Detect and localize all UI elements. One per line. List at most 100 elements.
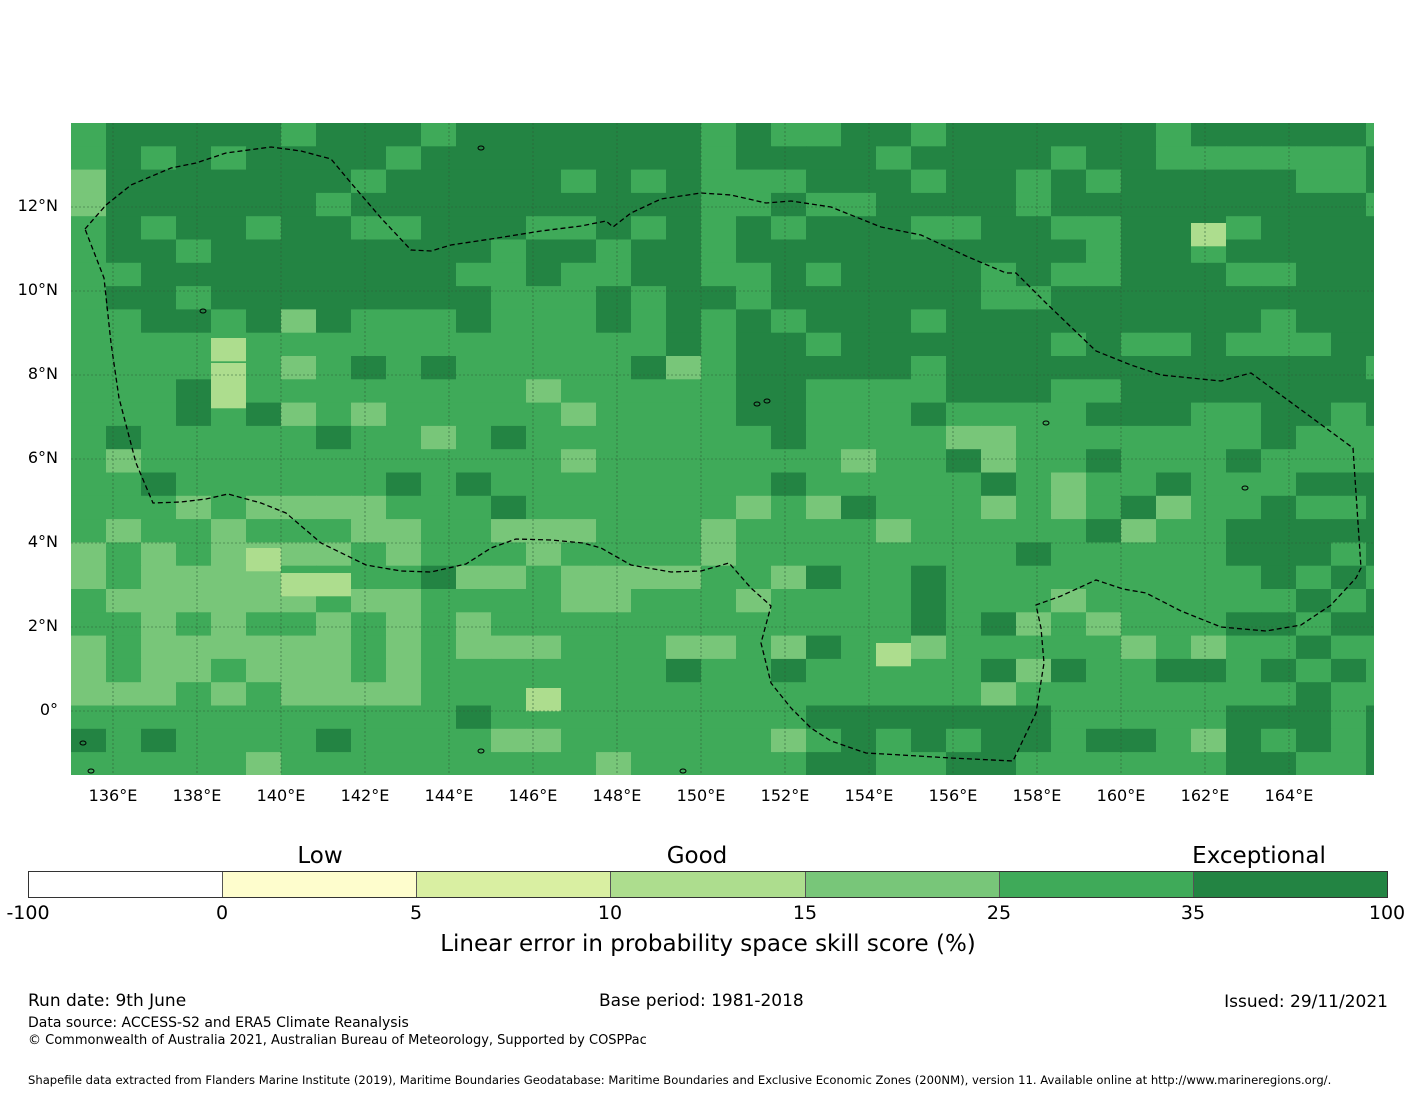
grid-cell — [1261, 589, 1297, 613]
grid-cell — [141, 612, 177, 637]
grid-cell — [1191, 589, 1227, 613]
grid-cell — [841, 752, 877, 775]
grid-cell — [246, 589, 282, 613]
grid-cell — [1086, 192, 1122, 217]
grid-cell — [736, 239, 772, 264]
grid-cell — [176, 728, 212, 753]
grid-cell — [386, 192, 422, 217]
grid-cell — [806, 495, 842, 520]
grid-cell — [736, 169, 772, 194]
grid-cell — [1191, 356, 1227, 380]
grid-cell — [981, 425, 1017, 450]
grid-cell — [1226, 332, 1262, 357]
grid-cell — [771, 635, 807, 660]
grid-cell — [246, 682, 282, 706]
grid-cell — [666, 216, 702, 240]
grid-cell — [1366, 286, 1374, 310]
grid-cell — [351, 123, 387, 147]
grid-cell — [1156, 425, 1192, 450]
grid-cell — [456, 123, 492, 147]
grid-cell — [946, 658, 982, 683]
grid-cell — [1366, 146, 1374, 171]
grid-cell — [946, 682, 982, 706]
grid-cell — [1366, 356, 1374, 380]
grid-cell — [806, 519, 842, 543]
issued-date: Issued: 29/11/2021 — [1224, 992, 1388, 1012]
grid-cell — [981, 123, 1017, 147]
grid-cell — [1366, 752, 1374, 775]
grid-cell — [1191, 449, 1227, 473]
grid-cell — [351, 682, 387, 706]
grid-cell — [246, 519, 282, 543]
grid-cell — [736, 146, 772, 171]
grid-cell — [421, 519, 457, 543]
grid-cell — [841, 449, 877, 473]
grid-cell — [666, 472, 702, 497]
grid-cell — [71, 472, 107, 497]
grid-cell — [771, 332, 807, 357]
grid-cell — [771, 728, 807, 753]
grid-cell — [1226, 262, 1262, 287]
grid-cell — [841, 123, 877, 147]
grid-cell — [526, 728, 562, 753]
grid-cell — [1366, 495, 1374, 520]
grid-cell — [666, 379, 702, 404]
grid-cell — [876, 239, 912, 264]
grid-cell — [1191, 425, 1227, 450]
grid-cell — [1331, 658, 1367, 683]
grid-cell — [351, 332, 387, 357]
grid-cell — [1191, 262, 1227, 287]
grid-cell — [281, 472, 317, 497]
grid-cell — [1331, 542, 1367, 567]
grid-cell — [911, 309, 947, 334]
grid-cell — [1121, 402, 1157, 427]
grid-cell — [1016, 425, 1052, 450]
grid-cell — [1261, 402, 1297, 427]
grid-cell — [526, 169, 562, 194]
grid-cell — [946, 192, 982, 217]
grid-cell — [631, 379, 667, 404]
grid-cell — [1121, 519, 1157, 543]
colorbar — [28, 871, 1388, 898]
grid-cell — [701, 239, 737, 264]
grid-cell — [526, 192, 562, 217]
grid-cell — [491, 262, 527, 287]
grid-cell — [351, 612, 387, 637]
grid-cell — [316, 216, 352, 240]
grid-cell — [911, 356, 947, 380]
grid-cell — [561, 728, 597, 753]
grid-cell — [211, 146, 247, 171]
grid-cell — [1191, 472, 1227, 497]
grid-cell — [771, 682, 807, 706]
grid-cell — [246, 379, 282, 404]
grid-cell — [876, 192, 912, 217]
grid-cell — [141, 402, 177, 427]
grid-cell — [806, 612, 842, 637]
grid-cell — [876, 332, 912, 357]
grid-cell — [631, 752, 667, 775]
grid-cell — [1121, 705, 1157, 730]
grid-cell — [386, 356, 422, 380]
grid-cell — [141, 216, 177, 240]
grid-cell — [1156, 169, 1192, 194]
shapefile-credit: Shapefile data extracted from Flanders M… — [28, 1073, 1332, 1087]
grid-cell — [1226, 728, 1262, 753]
grid-cell — [1226, 612, 1262, 637]
grid-cell — [1191, 728, 1227, 753]
grid-cell — [211, 123, 247, 147]
grid-cell — [1366, 542, 1374, 567]
grid-cell — [71, 589, 107, 613]
grid-cell — [1296, 262, 1332, 287]
grid-cell — [281, 216, 317, 240]
grid-cell — [1296, 519, 1332, 543]
grid-cell — [1261, 542, 1297, 567]
grid-cell — [491, 123, 527, 147]
grid-cell — [1121, 682, 1157, 706]
grid-cell — [526, 309, 562, 334]
grid-cell — [246, 309, 282, 334]
grid-cell — [1086, 402, 1122, 427]
grid-cell — [351, 565, 387, 590]
grid-cell — [736, 449, 772, 473]
grid-cell — [1121, 752, 1157, 775]
grid-cell — [351, 216, 387, 240]
